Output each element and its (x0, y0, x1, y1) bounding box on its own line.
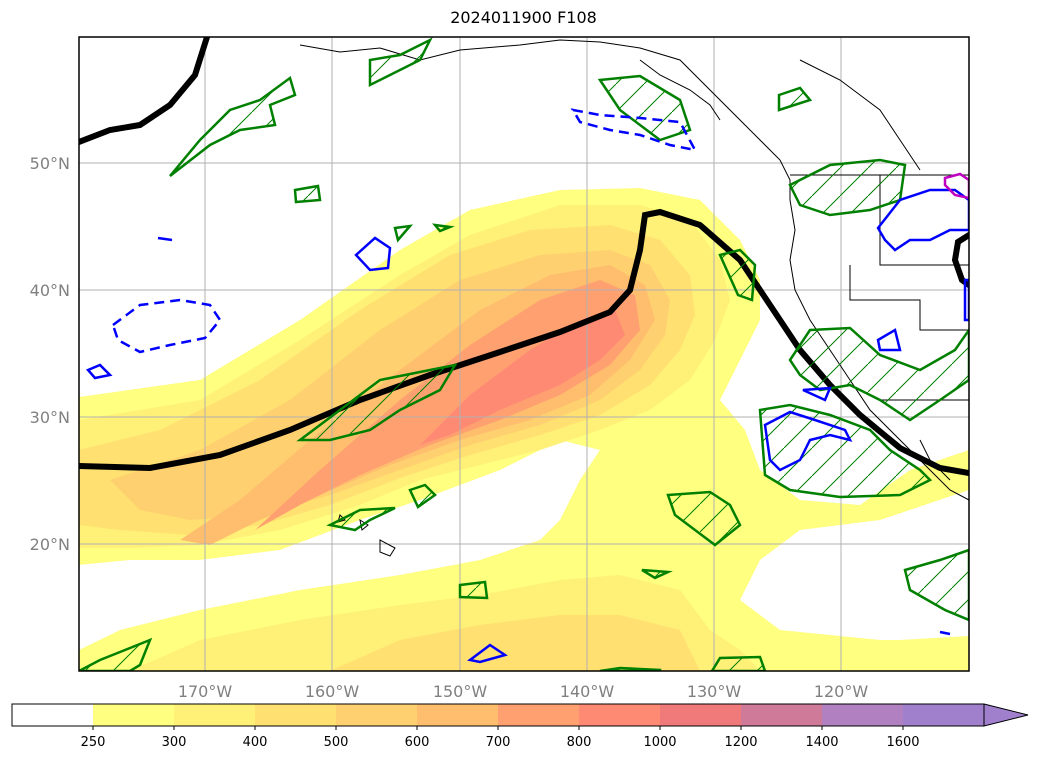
latitude-labels: 50°N 40°N 30°N 20°N (30, 154, 70, 554)
colorbar-segment (255, 704, 336, 726)
colorbar-tick-label: 1600 (886, 735, 919, 750)
map-border (78, 36, 970, 672)
colorbar-segment (660, 704, 741, 726)
lat-label: 50°N (30, 154, 70, 173)
colorbar-tick-label: 800 (567, 735, 592, 750)
colorbar-segment (822, 704, 903, 726)
lat-label: 40°N (30, 281, 70, 300)
colorbar-segment (174, 704, 255, 726)
colorbar-tick-label: 600 (405, 735, 430, 750)
magenta-contours (943, 172, 969, 200)
colorbar-tick-label: 300 (162, 735, 187, 750)
colorbar-tick-label: 1000 (643, 735, 676, 750)
lon-label: 170°W (178, 682, 233, 701)
lon-label: 130°W (687, 682, 742, 701)
longitude-labels: 170°W 160°W 150°W 140°W 130°W 120°W (178, 682, 869, 701)
colorbar: 250 300 400 500 600 700 800 1000 1200 1400 1600 (11, 703, 1029, 750)
colorbar-tick-label: 400 (243, 735, 268, 750)
colorbar-segment (12, 704, 93, 726)
lat-label: 20°N (30, 535, 70, 554)
colorbar-extend-arrow (983, 703, 1029, 727)
ivt-800 (420, 310, 625, 445)
colorbar-tick-label: 700 (486, 735, 511, 750)
colorbar-tick-label: 500 (324, 735, 349, 750)
colorbar-tick-label: 250 (81, 735, 106, 750)
colorbar-tick-label: 1400 (805, 735, 838, 750)
lon-label: 160°W (305, 682, 360, 701)
lon-label: 120°W (814, 682, 869, 701)
colorbar-tick-label: 1200 (724, 735, 757, 750)
lon-label: 150°W (433, 682, 488, 701)
colorbar-segment (93, 704, 174, 726)
colorbar-segment (579, 704, 660, 726)
colorbar-segment (336, 704, 417, 726)
green-contours (79, 37, 969, 671)
map-title: 2024011900 F108 (450, 8, 597, 27)
colorbar-segment (498, 704, 579, 726)
lon-label: 140°W (560, 682, 615, 701)
colorbar-segment (741, 704, 822, 726)
colorbar-segment (417, 704, 498, 726)
colorbar-segment (903, 704, 984, 726)
map-area (79, 37, 969, 671)
lat-label: 30°N (30, 408, 70, 427)
blue-contours (85, 108, 969, 664)
